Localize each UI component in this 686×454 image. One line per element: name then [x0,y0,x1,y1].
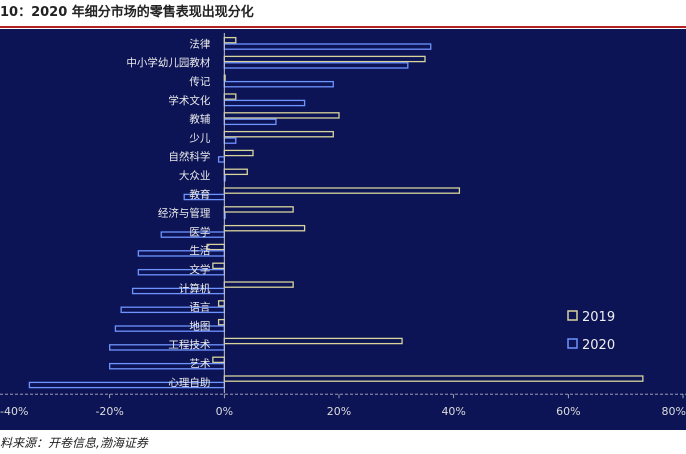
category-label: 学术文化 [168,94,210,107]
category-label: 法律 [189,37,210,50]
x-tick-label: 80% [662,405,686,418]
chart-panel: 法律中小学幼儿园教材传记学术文化教辅少儿自然科学大众业教育经济与管理医学生活文学… [0,29,686,430]
category-label: 教辅 [189,113,210,126]
x-tick-label: -40% [0,405,28,418]
category-label: 传记 [189,76,210,88]
bar-2019-9 [223,206,294,213]
bar-2019-14 [217,300,225,307]
legend-swatch-2020 [567,338,578,349]
bar-chart: 法律中小学幼儿园教材传记学术文化教辅少儿自然科学大众业教育经济与管理医学生活文学… [0,33,686,418]
bar-2019-13 [223,281,294,288]
category-label: 生活 [189,244,210,257]
legend: 2019 2020 [567,310,615,353]
x-tick-label: 20% [327,405,351,418]
x-tick-label: 0% [216,405,233,418]
bars-layer [28,36,644,389]
category-label: 经济与管理 [158,207,211,220]
category-label: 艺术 [189,358,210,370]
bar-2019-6 [223,149,254,157]
category-label: 少儿 [189,132,210,144]
bar-2020-0 [223,43,432,50]
category-label: 自然科学 [168,150,210,163]
bar-2019-7 [223,168,248,176]
category-label: 大众业 [179,169,211,182]
category-label: 教育 [189,188,210,201]
figure-title: 10：2020 年细分市场的零售表现出现分化 [0,5,254,20]
x-tick-label: 60% [556,405,580,418]
axes-layer [0,33,686,399]
source-note: 料来源：开卷信息,渤海证券 [0,436,148,450]
legend-label-2020: 2020 [582,338,615,353]
title-rule [0,26,686,28]
bar-2019-5 [223,130,334,138]
bar-2020-2 [223,80,334,88]
tick-labels-layer: -40% -20% 0% 20% 40% 60% 80% [0,405,686,418]
x-tick-label: -20% [95,405,123,418]
bar-2019-3 [223,93,237,100]
bar-2019-1 [223,55,426,63]
bar-2020-1 [223,62,409,69]
bar-2019-10 [223,224,306,232]
bar-2020-3 [223,99,306,107]
category-label: 计算机 [179,282,211,295]
category-label: 工程技术 [168,338,210,351]
category-labels-layer: 法律中小学幼儿园教材传记学术文化教辅少儿自然科学大众业教育经济与管理医学生活文学… [126,37,210,388]
category-label: 地图 [189,319,210,332]
bar-2019-4 [223,112,340,119]
bar-2020-11 [137,250,225,257]
bar-2019-15 [217,318,225,326]
bar-2020-6 [217,156,225,163]
bar-2019-16 [223,337,403,345]
category-label: 文学 [189,263,210,276]
bar-2020-12 [137,268,225,276]
bar-2019-17 [212,356,225,364]
bar-2019-8 [223,187,461,194]
x-tick-label: 40% [441,405,465,418]
legend-label-2019: 2019 [582,310,615,325]
bar-2020-4 [223,118,277,126]
category-label: 语言 [189,301,210,314]
category-label: 医学 [189,225,210,238]
bar-2019-0 [223,36,237,44]
bar-2020-5 [223,137,237,144]
legend-swatch-2019 [567,310,578,321]
category-label: 中小学幼儿园教材 [126,56,210,69]
bar-2019-18 [223,375,644,382]
category-label: 心理自助 [168,376,210,389]
bar-2019-12 [212,262,225,270]
